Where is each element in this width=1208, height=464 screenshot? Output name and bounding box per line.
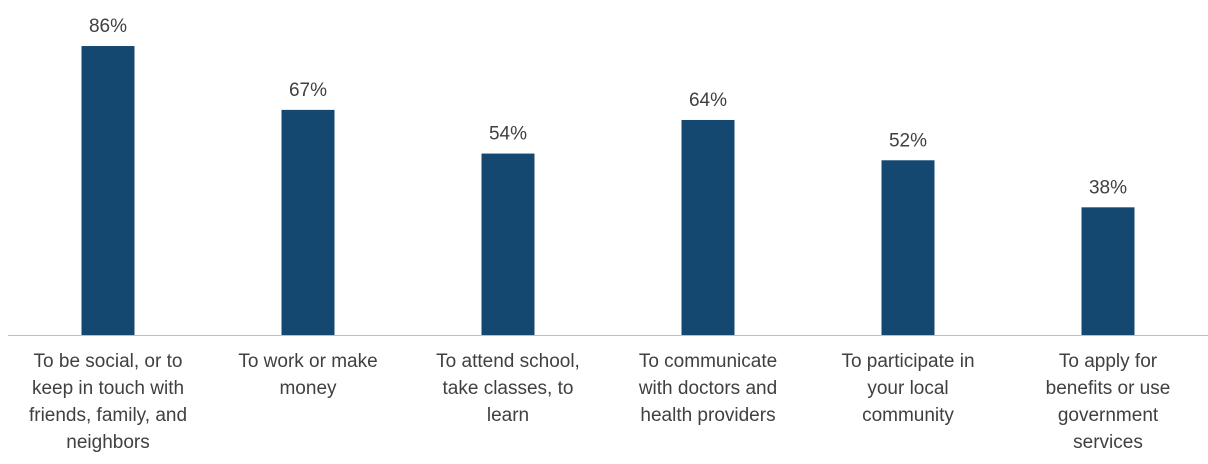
category-label-line: To communicate — [639, 351, 777, 372]
bars-group — [81, 46, 1135, 336]
category-label-line: To apply for — [1059, 351, 1158, 372]
data-label-2: 67% — [289, 80, 327, 101]
bar-4 — [681, 119, 735, 336]
category-label-line: with doctors and — [638, 378, 777, 399]
category-label-4: To communicate with doctors and health pro… — [638, 351, 777, 426]
data-label-1: 86% — [89, 16, 127, 37]
category-label-line: To attend school, — [436, 351, 580, 372]
data-label-6: 38% — [1089, 177, 1127, 198]
data-label-5: 52% — [889, 130, 927, 151]
category-label-line: health providers — [640, 405, 775, 426]
category-label-line: your local — [867, 378, 948, 399]
category-label-line: neighbors — [66, 432, 149, 453]
category-label-line: services — [1073, 432, 1143, 453]
category-label-1: To be social, or to keep in touch with fri… — [29, 351, 187, 453]
category-label-2: To work or make money — [238, 351, 377, 399]
bar-6 — [1081, 207, 1135, 335]
category-label-5: To participate in your local community — [841, 351, 974, 426]
bar-5 — [881, 160, 935, 335]
category-label-line: learn — [487, 405, 529, 426]
category-label-line: To work or make — [238, 351, 377, 372]
category-label-line: To participate in — [841, 351, 974, 372]
data-label-4: 64% — [689, 90, 727, 111]
value-labels-group: 86% 67% 54% 64% 52% 38% — [89, 16, 1127, 198]
category-label-line: take classes, to — [443, 378, 574, 399]
bar-3 — [481, 153, 535, 335]
data-label-3: 54% — [489, 124, 527, 145]
category-label-line: community — [862, 405, 954, 426]
category-label-line: benefits or use — [1046, 378, 1171, 399]
category-label-6: To apply for benefits or use government ser… — [1046, 351, 1171, 453]
category-label-line: government — [1058, 405, 1159, 426]
category-label-line: friends, family, and — [29, 405, 187, 426]
bar-2 — [281, 109, 335, 335]
category-label-line: keep in touch with — [32, 378, 184, 399]
bar-1 — [81, 46, 135, 335]
category-label-line: To be social, or to — [34, 351, 183, 372]
category-label-3: To attend school, take classes, to learn — [436, 351, 580, 426]
category-label-line: money — [279, 378, 337, 399]
category-labels-group: To be social, or to keep in touch with fri… — [29, 351, 1170, 453]
